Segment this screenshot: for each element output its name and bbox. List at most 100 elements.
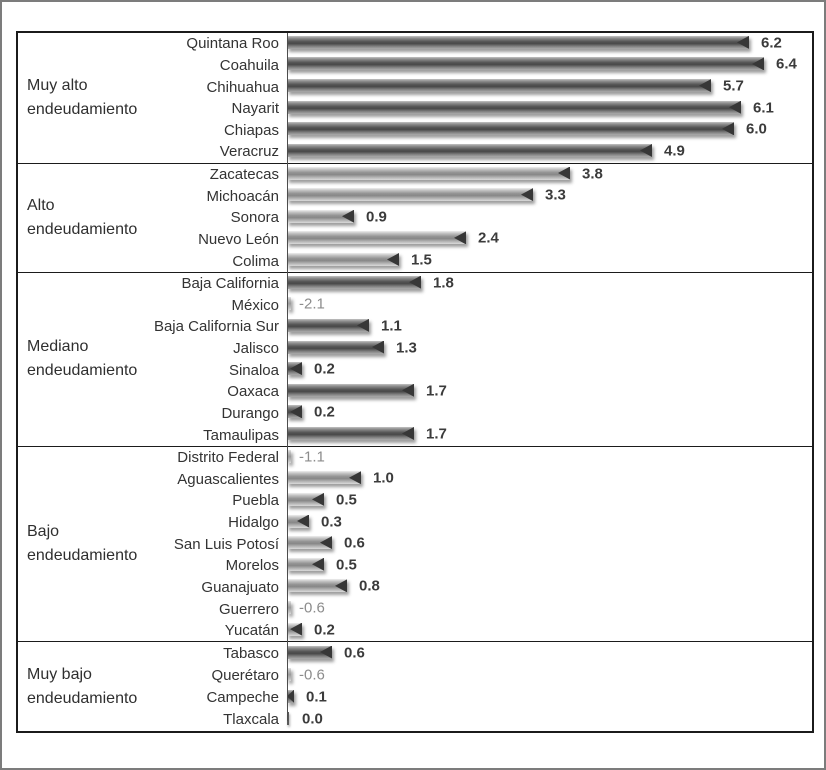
bar-tip-icon (752, 57, 764, 71)
bar-area: 1.1 (287, 316, 812, 338)
bar (287, 711, 289, 725)
bar-area: 0.8 (287, 577, 812, 599)
value-label: -0.6 (299, 666, 325, 684)
bar-row: Michoacán 3.3 (18, 185, 812, 207)
bar-row: Tabasco 0.6 (18, 642, 812, 664)
bar-row: México -2.1 (18, 294, 812, 316)
bar-area: 1.7 (287, 424, 812, 446)
value-label: 1.0 (373, 469, 394, 487)
bar (287, 297, 291, 311)
state-label: Oaxaca (227, 383, 279, 401)
bar (287, 340, 384, 354)
bar-tip-icon (729, 100, 741, 114)
value-label: 0.5 (336, 556, 357, 574)
bar-row: Tlaxcala 0.0 (18, 709, 812, 731)
value-label: 1.7 (426, 382, 447, 400)
state-label: Querétaro (211, 667, 279, 685)
value-label: 2.4 (478, 229, 499, 247)
bar-tip-icon (357, 318, 369, 332)
value-label: 0.9 (366, 208, 387, 226)
bar-tip-icon (640, 143, 652, 157)
state-label: Baja California (181, 275, 279, 293)
state-label: Jalisco (233, 340, 279, 358)
bar-area: 5.7 (287, 76, 812, 98)
bar-tip-icon (409, 275, 421, 289)
bar-row: Colima 1.5 (18, 250, 812, 272)
group-label: Muy bajo endeudamiento (27, 665, 138, 707)
bar (287, 601, 291, 615)
bar-row: Nayarit 6.1 (18, 98, 812, 120)
state-label: Coahuila (219, 56, 279, 74)
bar-row: Yucatán 0.2 (18, 620, 812, 642)
value-label: 3.8 (582, 165, 603, 183)
debt-group: Alto endeudamiento Zacatecas 3.8 Michoacá… (18, 164, 812, 273)
bar-area: 6.0 (287, 120, 812, 142)
bar (287, 57, 764, 71)
bar (287, 253, 399, 267)
bar-row: Nuevo León 2.4 (18, 229, 812, 251)
bar-area: 2.4 (287, 229, 812, 251)
state-label: Sinaloa (228, 361, 279, 379)
bar-row: Jalisco 1.3 (18, 338, 812, 360)
bar-tip-icon (402, 383, 414, 397)
value-label: 0.0 (302, 710, 323, 728)
bar-row: Coahuila 6.4 (18, 55, 812, 77)
bar-area: -1.1 (287, 447, 812, 469)
bar-area: -0.6 (287, 598, 812, 620)
bar (287, 35, 749, 49)
category-axis-line (287, 33, 288, 721)
bar-row: Tamaulipas 1.7 (18, 424, 812, 446)
bar-area: 1.7 (287, 381, 812, 403)
bar-area: 6.1 (287, 98, 812, 120)
bar-tip-icon (342, 209, 354, 223)
chart-groups: Muy alto endeudamiento Quintana Roo 6.2 C… (18, 33, 812, 731)
value-label: 1.8 (433, 274, 454, 292)
bar-row: Chihuahua 5.7 (18, 76, 812, 98)
bar-area: 0.1 (287, 687, 812, 709)
group-rows: Tabasco 0.6 Querétaro -0.6 Campeche 0.1 … (18, 642, 812, 731)
bar (287, 557, 324, 571)
bar-row: Campeche 0.1 (18, 687, 812, 709)
bar-tip-icon (558, 166, 570, 180)
bar (287, 362, 302, 376)
bar (287, 100, 741, 114)
group-rows: Baja California 1.8 México -2.1 Baja Cal… (18, 273, 812, 446)
group-rows: Quintana Roo 6.2 Coahuila 6.4 Chihuahua … (18, 33, 812, 163)
value-label: 1.5 (411, 251, 432, 269)
state-label: Veracruz (219, 143, 279, 161)
bar-tip-icon (290, 622, 302, 636)
value-label: 0.2 (314, 360, 335, 378)
value-label: 0.5 (336, 491, 357, 509)
bar (287, 579, 347, 593)
bar-area: 0.6 (287, 533, 812, 555)
state-label: Guerrero (218, 600, 279, 618)
state-label: San Luis Potosí (173, 535, 279, 553)
bar-tip-icon (387, 253, 399, 267)
value-label: 6.0 (746, 120, 767, 138)
value-label: -0.6 (299, 599, 325, 617)
debt-group: Bajo endeudamiento Distrito Federal -1.1 … (18, 447, 812, 643)
bar (287, 536, 332, 550)
bar-row: Baja California Sur 1.1 (18, 316, 812, 338)
group-label: Mediano endeudamiento (27, 338, 138, 380)
bar (287, 318, 369, 332)
debt-group: Mediano endeudamiento Baja California 1.8… (18, 273, 812, 447)
bar (287, 383, 414, 397)
group-label: Muy alto endeudamiento (27, 76, 138, 118)
state-label: Morelos (225, 557, 279, 575)
bar (287, 514, 309, 528)
state-label: Guanajuato (201, 578, 279, 596)
state-label: Sonora (230, 209, 279, 227)
bar-area: 1.3 (287, 338, 812, 360)
bar-row: Hidalgo 0.3 (18, 512, 812, 534)
bar-row: Chiapas 6.0 (18, 120, 812, 142)
bar-row: Oaxaca 1.7 (18, 381, 812, 403)
bar-area: -0.6 (287, 665, 812, 687)
state-label: Michoacán (206, 187, 279, 205)
bar-row: Sinaloa 0.2 (18, 359, 812, 381)
bar-area: 6.2 (287, 33, 812, 55)
bar-area: 0.5 (287, 490, 812, 512)
bar-tip-icon (372, 340, 384, 354)
group-rows: Zacatecas 3.8 Michoacán 3.3 Sonora 0.9 N… (18, 164, 812, 272)
bar-tip-icon (287, 689, 294, 703)
